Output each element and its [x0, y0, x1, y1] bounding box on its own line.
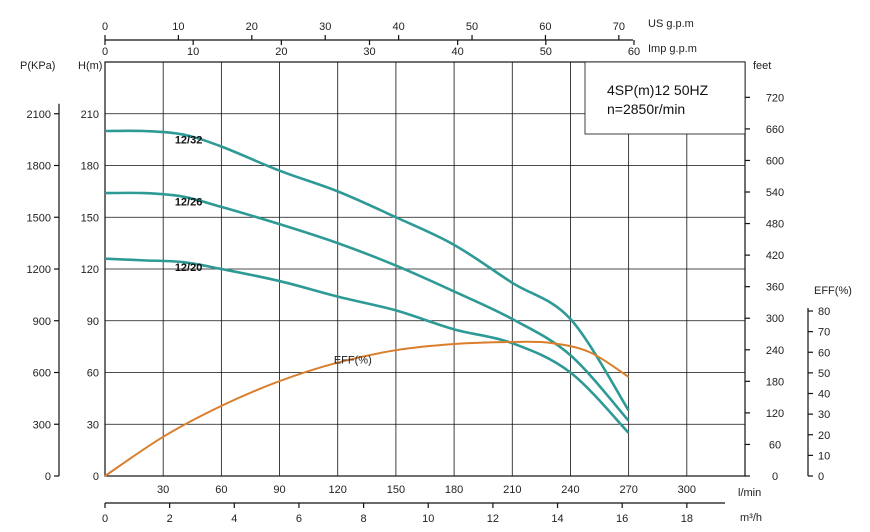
- x-tick-label-m3h: 10: [422, 513, 434, 525]
- y-tick-label-head: 210: [81, 109, 99, 121]
- y-tick-label-feet: 480: [766, 219, 784, 231]
- x-tick-label-usgpm: 50: [466, 21, 478, 33]
- y-tick-label-pressure: 600: [33, 368, 51, 380]
- x-tick-label-lmin: 240: [561, 484, 579, 496]
- curves: 12/32 12/26 12/20 EFF(%): [104, 129, 630, 477]
- y-tick-label-eff: 0: [818, 471, 824, 483]
- x-tick-label-usgpm: 20: [246, 21, 258, 33]
- x-tick-label-impgpm: 50: [540, 46, 552, 58]
- y-tick-label-head: 150: [81, 212, 99, 224]
- y-tick-label-eff: 40: [818, 389, 830, 401]
- curve-label: 12/26: [175, 197, 203, 209]
- x-tick-label-usgpm: 10: [172, 21, 184, 33]
- y-tick-label-feet: 600: [766, 155, 784, 167]
- y-tick-label-feet: 0: [772, 471, 778, 483]
- x-tick-label-impgpm: 20: [275, 46, 287, 58]
- x-tick-label-impgpm: 60: [628, 46, 640, 58]
- x-tick-label-usgpm: 0: [102, 21, 108, 33]
- y-label-head: H(m): [78, 60, 102, 72]
- x-label-impgpm: Imp g.p.m: [648, 43, 697, 55]
- y-tick-label-eff: 50: [818, 368, 830, 380]
- x-label-m3h: m³/h: [740, 512, 762, 524]
- y-tick-label-feet: 180: [766, 376, 784, 388]
- x-tick-label-lmin: 120: [329, 484, 347, 496]
- y-tick-label-head: 60: [87, 368, 99, 380]
- x-tick-label-m3h: 14: [551, 513, 563, 525]
- x-tick-label-m3h: 4: [231, 513, 237, 525]
- x-label-lmin: l/min: [738, 487, 761, 499]
- curve-label: 12/20: [175, 262, 203, 274]
- x-tick-label-lmin: 300: [678, 484, 696, 496]
- y-tick-label-eff: 80: [818, 306, 830, 318]
- x-label-usgpm: US g.p.m: [648, 18, 694, 30]
- x-tick-label-m3h: 8: [361, 513, 367, 525]
- y-tick-label-eff: 70: [818, 327, 830, 339]
- x-tick-label-usgpm: 60: [539, 21, 551, 33]
- x-tick-label-lmin: 60: [215, 484, 227, 496]
- y-tick-label-pressure: 1800: [27, 161, 51, 173]
- x-tick-label-m3h: 16: [616, 513, 628, 525]
- chart-subtitle: n=2850r/min: [607, 101, 685, 117]
- y-tick-label-feet: 60: [769, 439, 781, 451]
- x-tick-label-lmin: 270: [619, 484, 637, 496]
- y-tick-label-feet: 420: [766, 250, 784, 262]
- y-tick-label-feet: 120: [766, 408, 784, 420]
- x-tick-label-usgpm: 40: [392, 21, 404, 33]
- x-tick-label-m3h: 18: [681, 513, 693, 525]
- y-tick-label-pressure: 900: [33, 316, 51, 328]
- y-tick-label-pressure: 1200: [27, 264, 51, 276]
- x-tick-label-lmin: 210: [503, 484, 521, 496]
- x-tick-label-m3h: 0: [102, 513, 108, 525]
- y-tick-label-feet: 300: [766, 313, 784, 325]
- y-tick-label-head: 90: [87, 316, 99, 328]
- y-tick-label-feet: 720: [766, 92, 784, 104]
- x-tick-label-lmin: 30: [157, 484, 169, 496]
- y-label-eff: EFF(%): [814, 285, 852, 297]
- head-curve-12-20: [104, 257, 630, 434]
- x-tick-label-impgpm: 40: [452, 46, 464, 58]
- y-tick-label-head: 30: [87, 419, 99, 431]
- y-label-feet: feet: [753, 60, 771, 72]
- curve-label: 12/32: [175, 134, 203, 146]
- efficiency-curve: [104, 340, 630, 477]
- x-tick-label-impgpm: 10: [187, 46, 199, 58]
- x-tick-label-m3h: 2: [167, 513, 173, 525]
- y-tick-label-head: 180: [81, 161, 99, 173]
- x-tick-label-lmin: 90: [273, 484, 285, 496]
- title-box: [584, 61, 746, 135]
- y-tick-label-pressure: 300: [33, 419, 51, 431]
- x-tick-label-usgpm: 30: [319, 21, 331, 33]
- y-tick-label-feet: 540: [766, 187, 784, 199]
- axis-ticks: 30 60 90 120 150 180 210 240 270 3000306090120150…: [27, 21, 831, 525]
- y-label-pressure: P(KPa): [20, 60, 55, 72]
- x-tick-label-m3h: 12: [487, 513, 499, 525]
- y-tick-label-feet: 240: [766, 345, 784, 357]
- x-tick-label-lmin: 150: [387, 484, 405, 496]
- y-tick-label-pressure: 1500: [27, 212, 51, 224]
- y-tick-label-pressure: 0: [45, 471, 51, 483]
- y-tick-label-eff: 20: [818, 430, 830, 442]
- y-tick-label-head: 0: [93, 471, 99, 483]
- x-tick-label-lmin: 180: [445, 484, 463, 496]
- y-tick-label-feet: 360: [766, 282, 784, 294]
- y-tick-label-pressure: 2100: [27, 109, 51, 121]
- y-tick-label-feet: 660: [766, 124, 784, 136]
- efficiency-curve-label: EFF(%): [334, 355, 372, 367]
- y-tick-label-eff: 10: [818, 450, 830, 462]
- head-curve-12-32: [104, 129, 630, 412]
- x-tick-label-impgpm: 30: [363, 46, 375, 58]
- y-tick-label-head: 120: [81, 264, 99, 276]
- y-tick-label-eff: 30: [818, 409, 830, 421]
- x-tick-label-usgpm: 70: [613, 21, 625, 33]
- x-tick-label-impgpm: 0: [102, 46, 108, 58]
- x-tick-label-m3h: 6: [296, 513, 302, 525]
- head-curve-12-26: [104, 191, 630, 422]
- y-tick-label-eff: 60: [818, 347, 830, 359]
- chart-title: 4SP(m)12 50HZ: [607, 82, 709, 98]
